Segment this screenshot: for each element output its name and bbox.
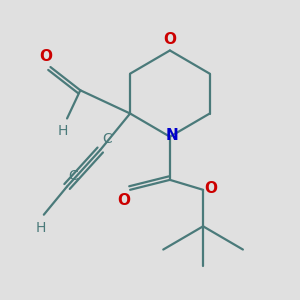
Text: O: O	[164, 32, 176, 47]
Text: N: N	[165, 128, 178, 142]
Text: O: O	[117, 193, 130, 208]
Text: O: O	[39, 49, 52, 64]
Text: H: H	[35, 221, 46, 235]
Text: C: C	[68, 169, 78, 182]
Text: O: O	[204, 181, 217, 196]
Text: H: H	[58, 124, 68, 139]
Text: C: C	[103, 132, 112, 146]
